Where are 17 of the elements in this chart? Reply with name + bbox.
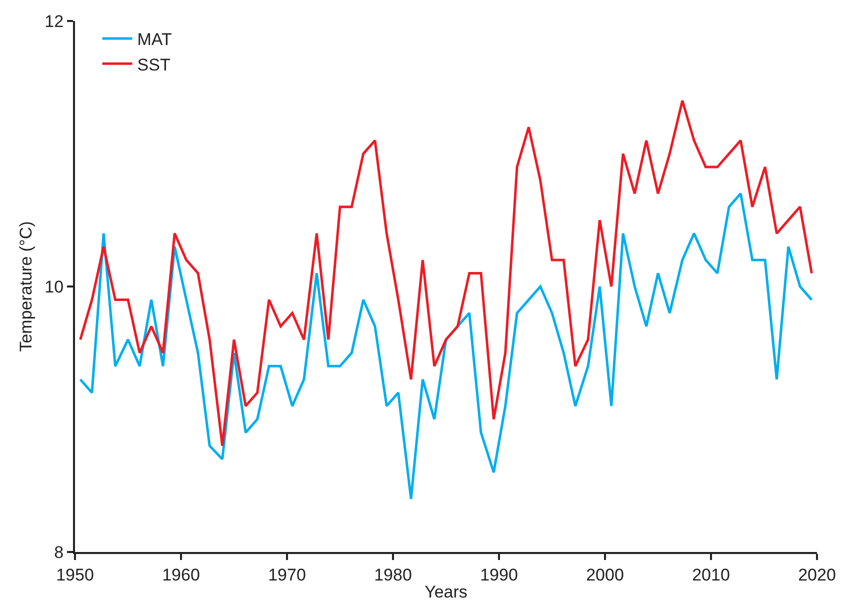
y-tick-label: 8 [54, 542, 64, 562]
y-tick-label: 12 [44, 12, 64, 31]
x-tick-label: 2000 [586, 565, 624, 584]
line-series [79, 192, 813, 500]
line-series [79, 99, 813, 448]
legend-label: SST [137, 55, 170, 74]
x-tick-label: 1990 [480, 565, 518, 584]
x-tick-label: 1950 [56, 565, 94, 584]
x-tick-label: 1960 [162, 565, 200, 584]
x-tick-label: 2010 [692, 565, 730, 584]
x-tick-label: 2020 [798, 565, 836, 584]
x-axis-title: Years [424, 582, 468, 602]
y-tick-label: 10 [44, 277, 64, 296]
x-tick-label: 1970 [268, 565, 306, 584]
y-axis-title: Temperature (°C) [16, 221, 36, 352]
x-tick-label: 1980 [374, 565, 412, 584]
legend-label: MAT [137, 30, 172, 50]
